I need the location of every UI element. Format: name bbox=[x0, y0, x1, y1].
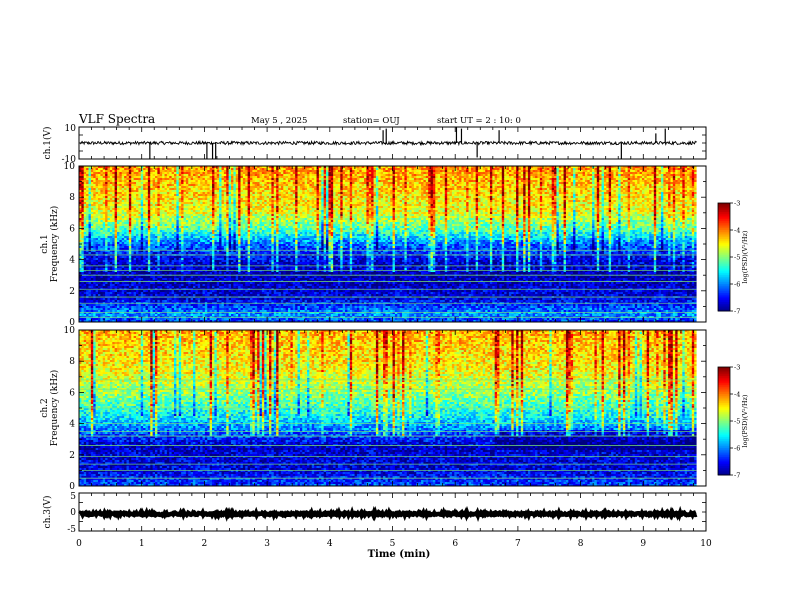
ch3-ytick-top: 5 bbox=[70, 492, 76, 502]
ch1-colorbar: -3 -4 -5 -6 -7 log(PSD)(V²/Hz) bbox=[718, 200, 749, 316]
ch3-ytick-bottom: -5 bbox=[67, 525, 76, 535]
ch1-spec-ytick-label: 10 bbox=[64, 162, 76, 172]
time-tick-label: 10 bbox=[700, 539, 712, 549]
ch2-colorbar: -3 -4 -5 -6 -7 log(PSD)(V²/Hz) bbox=[718, 364, 749, 480]
waveform-path bbox=[80, 513, 697, 515]
time-tick-label: 2 bbox=[202, 539, 208, 549]
ch2-frequency-axis-label: Frequency (kHz) bbox=[49, 370, 60, 447]
ch3-waveform-ylabel: ch.3(V) bbox=[42, 496, 53, 529]
ch2-colorbar-tick-label: -7 bbox=[734, 472, 740, 480]
ch3-waveform-panel: 5 0 -5 ch.3(V) 0 1 2 3 4 5 6 7 8 9 10 Time (min) bbox=[42, 492, 712, 560]
ch1-spec-ytick-label: 4 bbox=[69, 256, 75, 266]
vlf-spectra-figure: VLF Spectra May 5 , 2025 station= OUJ st… bbox=[0, 0, 792, 612]
ch1-spectrogram-ylabel: ch.1 bbox=[40, 234, 50, 253]
ch1-spec-ytick-label: 6 bbox=[69, 224, 75, 234]
time-tick-label: 4 bbox=[327, 539, 333, 549]
time-tick-label: 3 bbox=[264, 539, 270, 549]
ch1-colorbar-label: log(PSD)(V²/Hz) bbox=[741, 230, 749, 283]
ch1-ytick-top: 10 bbox=[65, 124, 77, 134]
ch2-spec-ytick-label: 8 bbox=[69, 357, 75, 367]
ch2-colorbar-tick-label: -5 bbox=[734, 418, 740, 426]
ch3-ytick-middle: 0 bbox=[70, 508, 76, 518]
ch2-spec-ytick-label: 2 bbox=[69, 451, 75, 461]
ch1-colorbar-tick-label: -4 bbox=[734, 227, 740, 235]
station-label: station= OUJ bbox=[343, 116, 400, 126]
ch2-colorbar-label: log(PSD)(V²/Hz) bbox=[741, 394, 749, 447]
ch2-spectrogram-panel: 0 2 4 6 8 10 ch.2 Frequency (kHz) -3 -4 -5 -6 -7 l… bbox=[40, 326, 749, 492]
ch2-spec-ytick-label: 4 bbox=[69, 420, 75, 430]
ch1-colorbar-tick-label: -7 bbox=[734, 308, 740, 316]
time-axis-tick-labels: 0 1 2 3 4 5 6 7 8 9 10 bbox=[76, 539, 712, 549]
time-tick-label: 0 bbox=[76, 539, 82, 549]
ch1-spec-ytick-label: 8 bbox=[69, 193, 75, 203]
ch1-spec-ytick-label: 2 bbox=[69, 287, 75, 297]
ch2-spec-ytick-label: 0 bbox=[69, 482, 75, 492]
ch2-spectrogram-heatmap bbox=[79, 330, 706, 486]
date-label: May 5 , 2025 bbox=[251, 116, 307, 126]
time-tick-label: 5 bbox=[390, 539, 396, 549]
ch1-colorbar-tick-label: -3 bbox=[734, 200, 740, 208]
ch2-spec-ytick-label: 10 bbox=[64, 326, 76, 336]
time-axis-label: Time (min) bbox=[368, 549, 431, 560]
time-tick-label: 9 bbox=[640, 539, 646, 549]
ch1-colorbar-tick-label: -6 bbox=[734, 281, 740, 289]
ch1-colorbar-tick-label: -5 bbox=[734, 254, 740, 262]
ch2-colorbar-tick-label: -4 bbox=[734, 391, 740, 399]
ch1-waveform-panel: 10 -10 ch.1(V) bbox=[42, 124, 706, 165]
ch3-waveform-trace bbox=[80, 513, 697, 515]
time-tick-label: 8 bbox=[578, 539, 584, 549]
time-tick-label: 7 bbox=[515, 539, 521, 549]
ch2-colorbar-tick-label: -3 bbox=[734, 364, 740, 372]
time-tick-label: 1 bbox=[139, 539, 145, 549]
ch2-colorbar-tick-label: -6 bbox=[734, 445, 740, 453]
ch2-spec-ytick-label: 6 bbox=[69, 388, 75, 398]
ch1-waveform-ylabel: ch.1(V) bbox=[42, 127, 53, 160]
time-tick-label: 6 bbox=[452, 539, 458, 549]
ch1-frequency-axis-label: Frequency (kHz) bbox=[49, 206, 60, 283]
figure-title: VLF Spectra bbox=[78, 112, 155, 126]
start-time-label: start UT = 2 : 10: 0 bbox=[437, 116, 521, 126]
ch2-spectrogram-ylabel: ch.2 bbox=[40, 398, 50, 417]
ch1-spectrogram-heatmap bbox=[79, 166, 706, 322]
